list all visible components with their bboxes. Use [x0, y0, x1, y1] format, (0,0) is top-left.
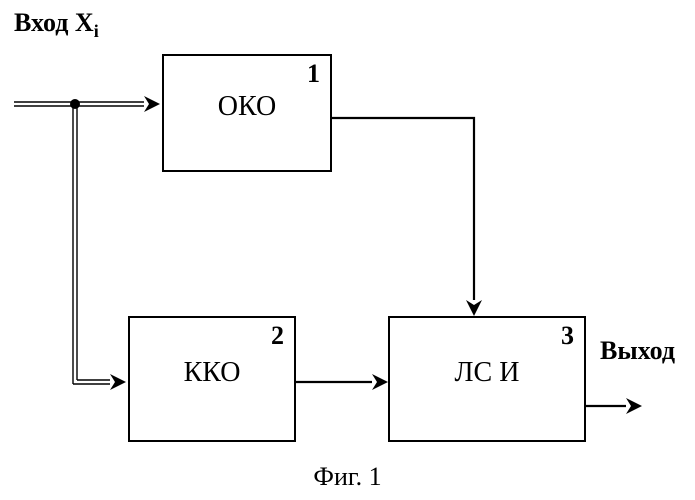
junction-dot [70, 99, 80, 109]
edge-to-kko [73, 104, 126, 390]
edge-input-line [14, 102, 75, 106]
edge-lsi-out [586, 398, 642, 414]
edge-oko-to-lsi [332, 118, 482, 316]
edge-to-oko [75, 96, 160, 112]
connectors-layer [0, 0, 695, 500]
edge-kko-to-lsi [296, 374, 388, 390]
